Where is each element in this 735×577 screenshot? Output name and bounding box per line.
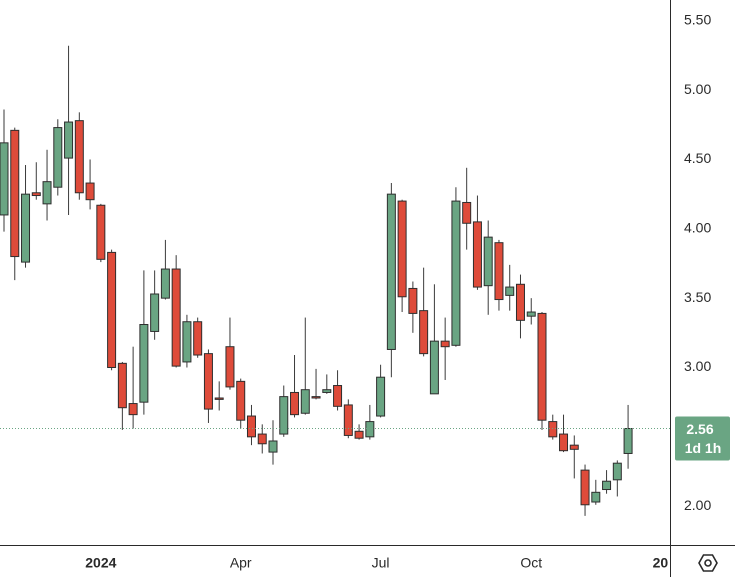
candle-body (602, 480, 612, 491)
x-tick-label: Oct (520, 555, 542, 571)
candle-body (311, 396, 321, 399)
candle-body (419, 310, 429, 355)
candle-body (408, 287, 418, 314)
candle-body (53, 127, 63, 188)
candle-body (300, 389, 310, 414)
y-tick-label: 4.00 (684, 220, 711, 236)
candle-body (150, 293, 160, 332)
settings-center (704, 559, 712, 567)
candle-body (107, 251, 117, 368)
candle-body (268, 440, 278, 453)
candle-body (322, 389, 332, 393)
last-price-label: 2.56 (686, 421, 713, 437)
candles (0, 45, 633, 516)
candle-body (160, 268, 170, 299)
candle-body (623, 428, 633, 454)
candle-body (21, 193, 31, 263)
candle-body (569, 444, 579, 450)
candle-body (257, 433, 267, 445)
candle-body (290, 391, 300, 416)
candle-body (96, 204, 106, 260)
settings-icon[interactable] (698, 554, 718, 572)
y-tick-label: 2.00 (684, 497, 711, 513)
candle-body (246, 415, 256, 438)
candle-body (42, 181, 52, 205)
candle-body (203, 353, 213, 410)
candle-body (182, 321, 192, 363)
candle-body (515, 283, 525, 321)
candle-body (548, 421, 558, 438)
candle-body (376, 376, 386, 417)
settings-outline (698, 554, 718, 572)
candle-body (64, 121, 74, 159)
y-tick-label: 3.00 (684, 358, 711, 374)
countdown-label: 1d 1h (685, 440, 722, 456)
y-tick-label: 4.50 (684, 150, 711, 166)
candle-body (31, 192, 41, 197)
x-tick-label: 2024 (85, 555, 116, 571)
y-tick-label: 3.50 (684, 289, 711, 305)
candle-body (472, 221, 482, 288)
candle-body (10, 129, 20, 258)
candle-body (354, 430, 364, 439)
candle-body (0, 142, 9, 216)
candle-body (214, 397, 224, 400)
candle-body (74, 120, 84, 194)
candle-body (333, 385, 343, 407)
candle-body (365, 421, 375, 438)
x-tick-label: 20 (653, 555, 669, 571)
candle-body (612, 462, 622, 481)
candle-body (526, 311, 536, 317)
x-tick-label: Apr (230, 555, 252, 571)
candle-body (128, 403, 138, 416)
candle-body (580, 469, 590, 506)
candle-body (494, 242, 504, 301)
candle-body (429, 340, 439, 395)
candle-body (462, 201, 472, 224)
candle-body (537, 312, 547, 421)
candle-body (483, 236, 493, 287)
candle-body (117, 362, 127, 409)
candle-body (343, 404, 353, 436)
candle-body (505, 286, 515, 296)
candle-body (591, 491, 601, 503)
x-tick-label: Jul (372, 555, 390, 571)
y-tick-label: 5.50 (684, 12, 711, 28)
candle-body (171, 268, 181, 367)
candle-body (193, 321, 203, 356)
candle-body (279, 396, 289, 435)
candle-body (559, 433, 569, 452)
candle-body (236, 380, 246, 421)
candle-body (451, 200, 461, 346)
candle-body (139, 324, 149, 403)
last-price-box (675, 416, 730, 461)
candle-body (85, 182, 95, 201)
y-tick-label: 5.00 (684, 81, 711, 97)
candle-body (440, 340, 450, 348)
candle-body (397, 200, 407, 298)
candle-body (225, 346, 235, 388)
candle-body (386, 193, 396, 350)
